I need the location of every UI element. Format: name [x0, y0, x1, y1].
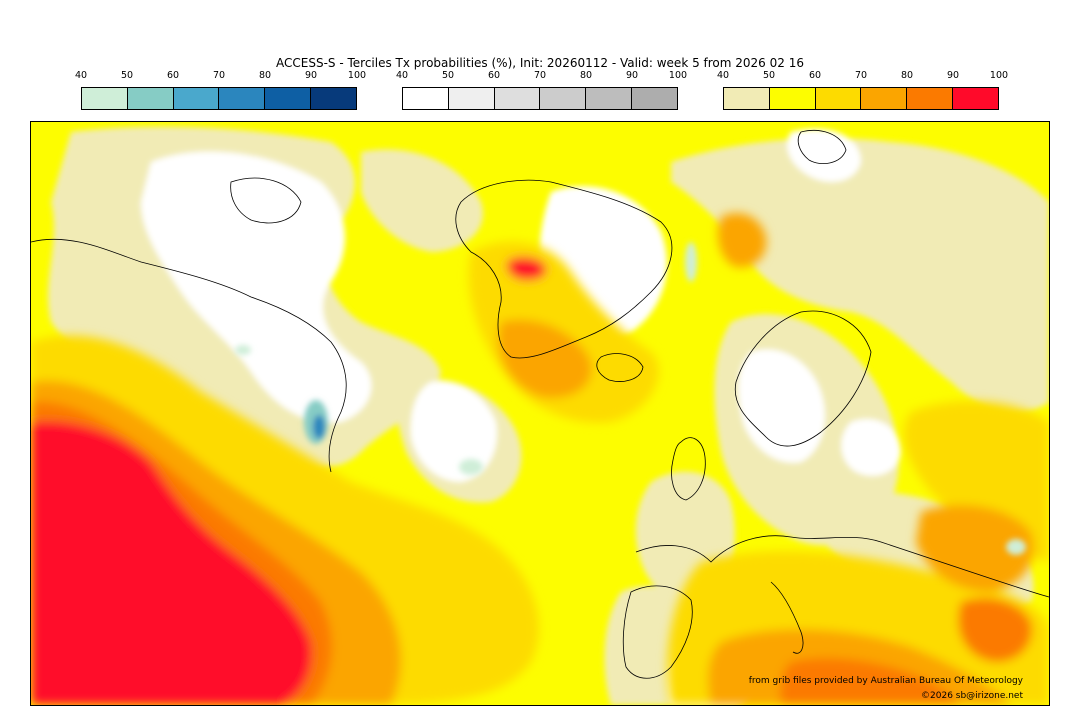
coastlines	[31, 130, 1049, 679]
tick-label: 80	[900, 70, 914, 81]
color-swatch	[769, 88, 816, 109]
map-title: ACCESS-S - Terciles Tx probabilities (%)…	[276, 56, 804, 70]
color-swatch	[586, 88, 633, 109]
color-swatch	[861, 88, 908, 109]
colorbar-near-normal: 40 50 60 70 80 90 100	[396, 70, 687, 112]
tick-label: 90	[304, 70, 318, 81]
field-white-region	[141, 151, 372, 423]
tick-label: 40	[395, 70, 409, 81]
color-swatch	[815, 88, 862, 109]
tick-label: 90	[946, 70, 960, 81]
tick-label: 60	[808, 70, 822, 81]
copyright-credit: ©2026 sb@irizone.net	[921, 691, 1023, 701]
color-swatch	[265, 88, 312, 109]
colorbar-swatches	[81, 87, 357, 110]
field-white-region	[738, 349, 825, 463]
field-dark-orange-region	[780, 658, 961, 705]
tick-label: 80	[579, 70, 593, 81]
field-red-region	[506, 256, 547, 281]
colorbar-ticks: 40 50 60 70 80 90 100	[396, 70, 687, 83]
tick-label: 100	[989, 70, 1009, 81]
colorbar-swatches	[723, 87, 999, 110]
coastline-scandinavia	[734, 310, 872, 447]
color-swatch	[82, 88, 128, 109]
color-swatch	[907, 88, 954, 109]
tick-label: 70	[854, 70, 868, 81]
tick-label: 100	[668, 70, 688, 81]
tick-label: 50	[120, 70, 134, 81]
tick-label: 50	[762, 70, 776, 81]
map-canvas	[31, 122, 1049, 705]
coastline-northamerica	[31, 238, 347, 473]
probability-map: from grib files provided by Australian B…	[30, 121, 1050, 706]
field-blue-patch	[459, 459, 483, 475]
tick-label: 50	[441, 70, 455, 81]
tick-label: 90	[625, 70, 639, 81]
field-white-region	[787, 128, 861, 182]
tick-label: 70	[212, 70, 226, 81]
color-swatch	[311, 88, 356, 109]
coastline-svalbard	[797, 130, 847, 165]
color-swatch	[173, 88, 220, 109]
colorbar-ticks: 40 50 60 70 80 90 100	[75, 70, 366, 83]
field-pale-region	[361, 149, 483, 252]
tick-label: 40	[74, 70, 88, 81]
field-orange-region	[498, 319, 592, 398]
colorbar-ticks: 40 50 60 70 80 90 100	[717, 70, 1008, 83]
field-blue-patch	[235, 345, 251, 355]
field-orange-region	[717, 213, 767, 268]
field-red-region	[31, 421, 312, 705]
coastline-iceland	[596, 353, 644, 382]
coastline-iberia	[622, 585, 693, 679]
colorbar-above-normal: 40 50 60 70 80 90 100	[717, 70, 1008, 112]
tick-label: 70	[533, 70, 547, 81]
field-blue-patch	[685, 242, 697, 282]
color-swatch	[219, 88, 266, 109]
field-orange-region	[916, 504, 1034, 592]
coastline-greenland	[455, 179, 673, 359]
coastline-italy	[770, 581, 804, 654]
color-swatch	[953, 88, 998, 109]
colorbar-below-normal: 40 50 60 70 80 90 100	[75, 70, 366, 112]
coastline-britain	[671, 437, 706, 501]
field-pale-region	[671, 138, 1049, 413]
color-swatch	[127, 88, 174, 109]
color-swatch	[448, 88, 495, 109]
tick-label: 60	[487, 70, 501, 81]
tick-label: 40	[716, 70, 730, 81]
source-credit: from grib files provided by Australian B…	[748, 676, 1023, 686]
field-white-region	[410, 381, 497, 482]
tick-label: 60	[166, 70, 180, 81]
color-swatch	[724, 88, 770, 109]
color-swatch	[403, 88, 449, 109]
field-dark-orange-region	[958, 598, 1032, 662]
colorbar-swatches	[402, 87, 678, 110]
coastline-europe	[635, 535, 1049, 598]
coastline-arctic-islands	[230, 177, 302, 224]
color-swatch	[632, 88, 677, 109]
color-swatch	[494, 88, 541, 109]
field-white-region	[841, 418, 901, 476]
color-swatch	[540, 88, 587, 109]
field-blue-patch	[313, 415, 325, 439]
tick-label: 80	[258, 70, 272, 81]
field-blue-patch	[1006, 539, 1026, 555]
tick-label: 100	[347, 70, 367, 81]
